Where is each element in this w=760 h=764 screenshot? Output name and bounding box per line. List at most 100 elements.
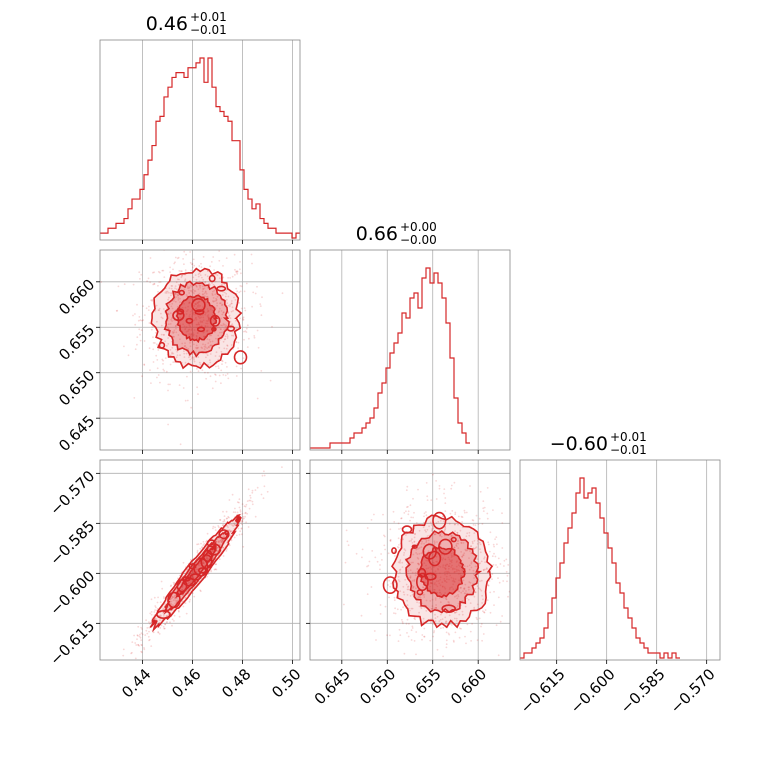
sample-point bbox=[496, 566, 499, 568]
sample-point bbox=[407, 588, 410, 591]
sample-point bbox=[206, 325, 209, 328]
sample-point bbox=[224, 295, 227, 298]
sample-point bbox=[204, 346, 207, 348]
sample-point bbox=[476, 558, 479, 560]
sample-point bbox=[436, 648, 439, 651]
sample-point bbox=[471, 542, 474, 545]
sample-point bbox=[172, 247, 174, 249]
sample-point bbox=[169, 585, 172, 588]
sample-point bbox=[360, 614, 363, 617]
sample-point bbox=[190, 290, 193, 292]
sample-point bbox=[188, 286, 191, 289]
sample-point bbox=[174, 285, 177, 287]
sample-point bbox=[527, 573, 529, 575]
sample-point bbox=[216, 546, 219, 549]
sample-point bbox=[397, 640, 400, 642]
contour-island bbox=[450, 536, 457, 543]
sample-point bbox=[482, 633, 485, 635]
sample-point bbox=[458, 562, 461, 564]
sample-point bbox=[435, 580, 438, 582]
sample-point bbox=[192, 576, 195, 579]
sample-point bbox=[449, 562, 451, 565]
sample-point bbox=[474, 591, 477, 594]
sample-point bbox=[198, 265, 201, 267]
sample-point bbox=[417, 547, 419, 550]
sample-point bbox=[465, 590, 467, 592]
sample-point bbox=[459, 575, 462, 578]
sample-point bbox=[197, 273, 200, 276]
sample-point bbox=[231, 493, 234, 496]
sample-point bbox=[450, 552, 453, 555]
sample-point bbox=[441, 618, 444, 620]
sample-point bbox=[399, 590, 402, 593]
sample-point bbox=[456, 605, 459, 607]
contour-island bbox=[428, 550, 442, 567]
sample-point bbox=[381, 559, 383, 561]
sample-point bbox=[205, 320, 208, 322]
sample-point bbox=[406, 506, 408, 508]
sample-point bbox=[399, 568, 402, 571]
sample-point bbox=[193, 305, 196, 307]
sample-point bbox=[164, 603, 167, 606]
sample-point bbox=[242, 515, 245, 518]
sample-point bbox=[471, 540, 474, 543]
sample-point bbox=[152, 342, 155, 344]
sample-point bbox=[477, 523, 480, 525]
sample-point bbox=[177, 294, 179, 297]
sample-point bbox=[216, 549, 219, 552]
sample-point bbox=[203, 292, 206, 295]
sample-point bbox=[173, 262, 176, 265]
sample-point bbox=[240, 527, 243, 529]
panel-title-minus: −0.00 bbox=[400, 233, 437, 247]
sample-point bbox=[238, 291, 241, 294]
sample-point bbox=[219, 328, 222, 331]
sample-point bbox=[433, 533, 436, 536]
sample-point bbox=[420, 546, 423, 548]
y-tick-label: 0.645 bbox=[55, 412, 98, 455]
sample-point bbox=[170, 603, 173, 605]
sample-point bbox=[407, 570, 409, 572]
sample-point bbox=[407, 510, 410, 513]
sample-point bbox=[225, 289, 228, 291]
sample-point bbox=[433, 541, 436, 544]
sample-point bbox=[204, 281, 207, 283]
sample-point bbox=[210, 334, 213, 337]
sample-point bbox=[383, 534, 385, 537]
sample-point bbox=[208, 338, 211, 341]
sample-point bbox=[228, 315, 231, 318]
contour-island bbox=[158, 341, 166, 349]
sample-point bbox=[135, 644, 138, 646]
sample-point bbox=[153, 611, 156, 613]
sample-point bbox=[196, 368, 198, 370]
sample-point bbox=[142, 305, 145, 307]
sample-point bbox=[228, 516, 230, 519]
sample-point bbox=[454, 631, 457, 634]
sample-point bbox=[457, 515, 460, 518]
sample-point bbox=[138, 271, 141, 274]
sample-point bbox=[218, 250, 221, 252]
sample-point bbox=[186, 375, 188, 378]
sample-point bbox=[145, 619, 148, 622]
sample-point bbox=[157, 631, 160, 634]
sample-point bbox=[190, 335, 193, 338]
sample-point bbox=[491, 578, 493, 580]
contour-island bbox=[194, 309, 205, 315]
sample-point bbox=[140, 273, 143, 276]
sample-point bbox=[143, 363, 146, 366]
sample-point bbox=[206, 558, 209, 560]
sample-point bbox=[223, 323, 226, 326]
sample-point bbox=[466, 549, 468, 552]
sample-point bbox=[217, 334, 220, 337]
sample-point bbox=[196, 323, 199, 326]
sample-point bbox=[143, 314, 146, 316]
sample-point bbox=[442, 520, 445, 523]
sample-point bbox=[175, 292, 177, 295]
sample-point bbox=[154, 617, 157, 620]
sample-point bbox=[138, 316, 141, 318]
sample-point bbox=[196, 346, 199, 349]
sample-point bbox=[455, 611, 458, 614]
sample-point bbox=[440, 613, 442, 616]
sample-point bbox=[420, 569, 423, 571]
sample-point bbox=[221, 540, 223, 543]
sample-point bbox=[132, 283, 135, 286]
